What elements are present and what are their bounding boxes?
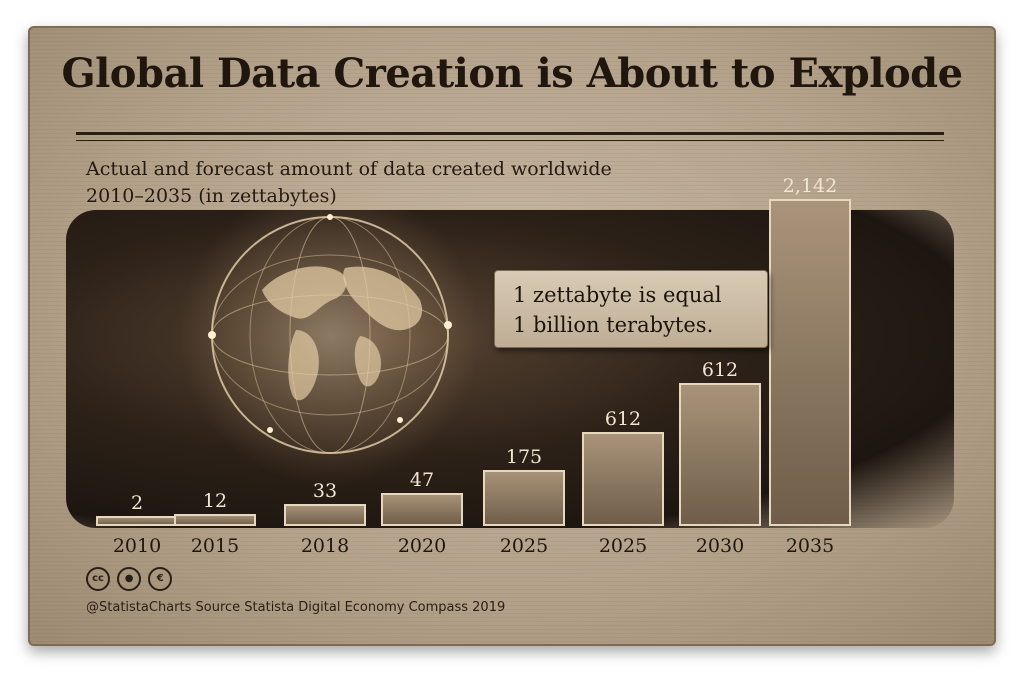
value-label-2: 33 (313, 480, 337, 502)
bar-2010-0 (96, 516, 178, 526)
value-label-3: 47 (410, 469, 434, 491)
category-tick-1: 2015 (191, 535, 239, 557)
category-tick-4: 2025 (500, 535, 548, 557)
category-tick-6: 2030 (696, 535, 744, 557)
chart-title: Global Data Creation is About to Explode (61, 50, 963, 97)
title-rule-thin (76, 140, 944, 141)
category-tick-3: 2020 (398, 535, 446, 557)
bar-2025-5 (582, 432, 664, 526)
category-ticks-group: 2010 2015 2018 2020 2025 2025 2030 2035 (113, 535, 834, 557)
value-label-7: 2,142 (783, 175, 837, 197)
noncommercial-icon: € (148, 567, 173, 591)
category-tick-2: 2018 (301, 535, 349, 557)
footer-handle: @StatistaCharts (86, 600, 192, 615)
value-label-1: 12 (203, 490, 227, 512)
globe-illustration (180, 185, 480, 485)
bars-group (96, 199, 851, 526)
value-label-6: 612 (702, 359, 738, 381)
title-rule-thick (76, 132, 944, 135)
bar-2020-3 (381, 493, 463, 526)
bar-2030-6 (679, 383, 761, 526)
subtitle-line-1: Actual and forecast amount of data creat… (86, 158, 612, 180)
bar-2025-4 (483, 470, 565, 526)
footer-source-text: Source Statista Digital Economy Compass … (195, 600, 506, 615)
value-labels-group: 2 12 33 47 175 612 612 2,142 (131, 175, 837, 514)
callout-line-2: 1 billion terabytes. (513, 313, 714, 337)
value-label-5: 612 (605, 408, 641, 430)
value-label-4: 175 (506, 446, 542, 468)
value-label-0: 2 (131, 492, 143, 514)
bar-2015-1 (174, 514, 256, 526)
callout-line-1: 1 zettabyte is equal (513, 283, 722, 307)
category-tick-5: 2025 (599, 535, 647, 557)
cc-icon: cc (86, 567, 110, 591)
attribution-icon: ● (117, 567, 142, 591)
bar-2018-2 (284, 504, 366, 526)
category-tick-7: 2035 (786, 535, 834, 557)
category-tick-0: 2010 (113, 535, 161, 557)
footer-source: @StatistaCharts Source Statista Digital … (86, 600, 505, 615)
license-icons: cc ● € (86, 566, 174, 591)
bar-2035-7 (769, 199, 851, 526)
zettabyte-callout: 1 zettabyte is equal 1 billion terabytes… (494, 270, 768, 348)
